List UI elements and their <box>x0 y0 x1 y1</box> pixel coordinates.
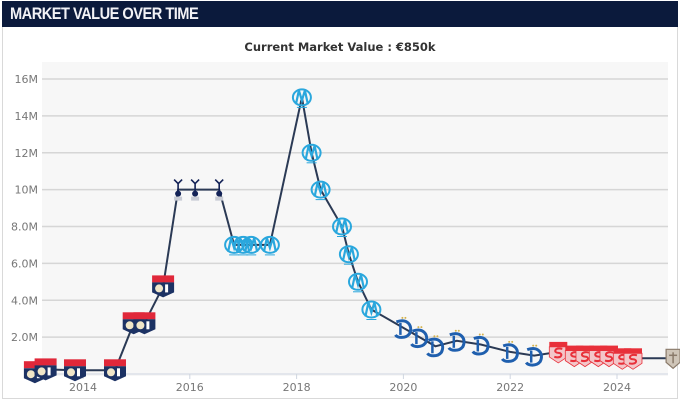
data-point-spurs-crest[interactable] <box>173 179 183 201</box>
data-point-om-crest[interactable] <box>291 88 312 108</box>
data-point-spurs-crest[interactable] <box>190 179 200 201</box>
data-point-om-crest[interactable] <box>310 180 331 201</box>
x-tick-label: 2016 <box>176 381 204 394</box>
data-point-dinamo-crest[interactable] <box>500 340 519 363</box>
data-point-lyon-crest[interactable] <box>133 312 156 335</box>
data-point-dinamo-crest[interactable] <box>471 333 490 356</box>
data-point-om-crest[interactable] <box>332 217 352 237</box>
y-tick-label: 8.0M <box>11 221 38 234</box>
x-tick-label: 2020 <box>389 381 417 394</box>
data-point-om-crest[interactable] <box>361 300 382 320</box>
data-point-sivas-crest[interactable] <box>548 341 568 364</box>
y-tick-label: 16M <box>15 73 39 86</box>
data-point-dinamo-crest[interactable] <box>524 344 543 367</box>
x-tick-label: 2024 <box>603 381 631 394</box>
data-point-om-crest[interactable] <box>338 245 359 265</box>
data-point-sivas-crest[interactable] <box>623 348 643 370</box>
data-point-dinamo-crest[interactable] <box>426 335 445 358</box>
data-point-lyon-crest[interactable] <box>34 358 57 381</box>
y-tick-label: 12M <box>15 147 39 160</box>
data-point-lyon-crest[interactable] <box>64 359 86 382</box>
chart-title: Current Market Value : €850k <box>244 40 436 54</box>
data-point-dinamo-crest[interactable] <box>394 316 413 339</box>
data-point-dinamo-crest[interactable] <box>447 329 466 352</box>
data-point-dinamo-crest[interactable] <box>410 326 429 349</box>
y-tick-label: 10M <box>15 184 39 197</box>
x-axis-ticks: 2014 2016 2018 2020 2022 2024 <box>69 374 631 394</box>
section-header: MARKET VALUE OVER TIME <box>2 1 678 27</box>
data-point-spurs-crest[interactable] <box>214 179 224 201</box>
club-crest-markers <box>23 88 680 384</box>
data-point-lyon-crest[interactable] <box>152 275 175 298</box>
y-axis-ticks: 2.0M 4.0M 6.0M 8.0M 10M 12M 14M 16M <box>11 73 38 344</box>
x-tick-label: 2018 <box>283 381 311 394</box>
x-tick-label: 2022 <box>496 381 524 394</box>
grid-lines <box>42 78 668 375</box>
data-point-om-crest[interactable] <box>259 235 280 256</box>
y-tick-label: 6.0M <box>11 257 38 270</box>
data-point-om-crest[interactable] <box>301 143 322 164</box>
data-point-other-crest[interactable] <box>665 348 680 370</box>
y-tick-label: 2.0M <box>11 331 38 344</box>
y-tick-label: 4.0M <box>11 294 38 307</box>
x-tick-label: 2014 <box>69 381 97 394</box>
y-tick-label: 14M <box>15 110 39 123</box>
data-point-om-crest[interactable] <box>348 272 368 293</box>
data-point-lyon-crest[interactable] <box>104 359 126 382</box>
section-title: MARKET VALUE OVER TIME <box>10 4 199 23</box>
